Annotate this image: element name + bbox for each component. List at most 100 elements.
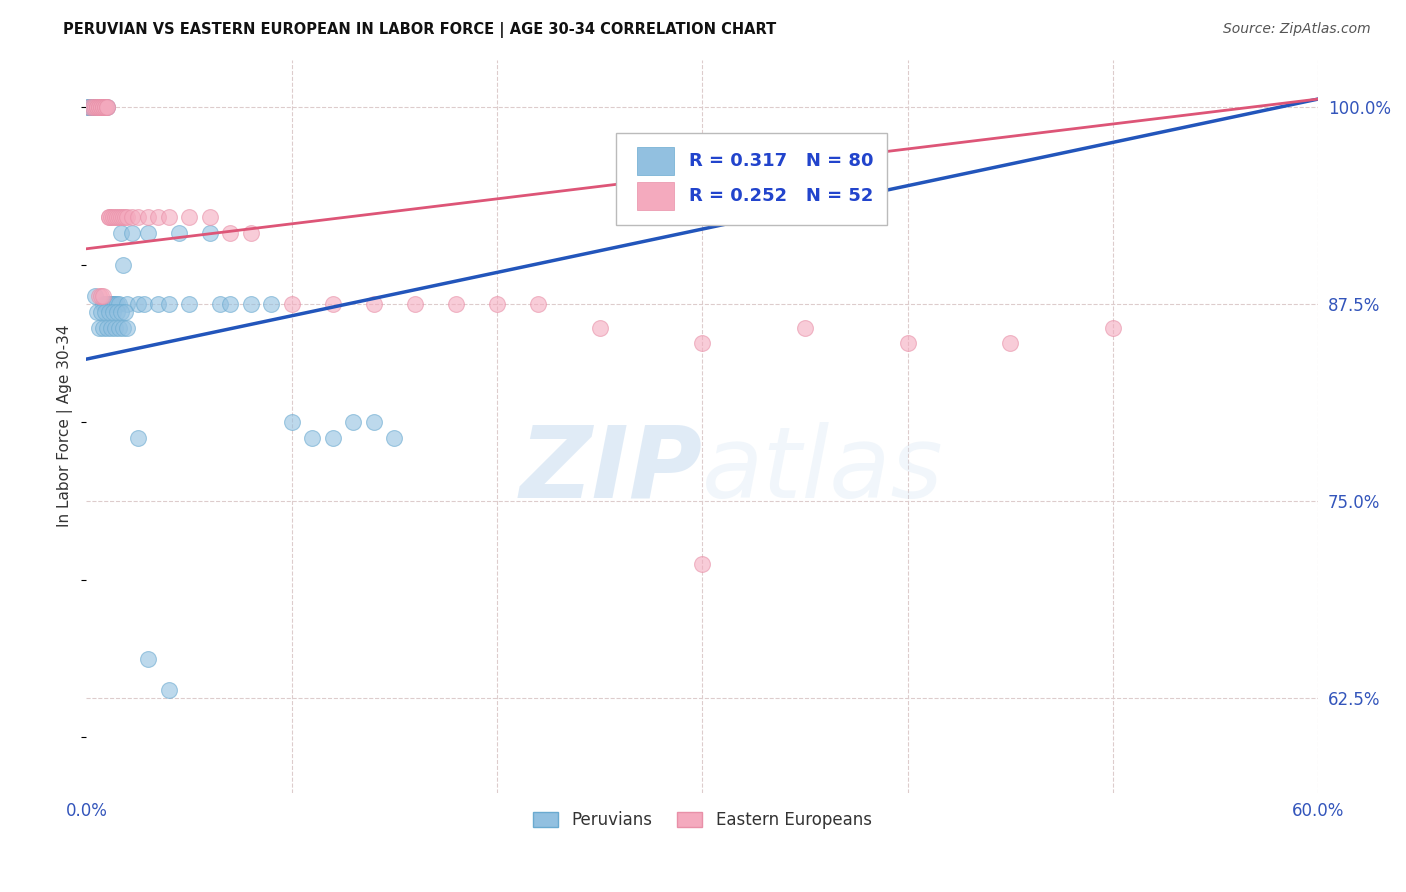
Point	[105, 211, 128, 225]
Point	[280, 297, 302, 311]
Point	[1000, 336, 1022, 351]
Point	[114, 211, 136, 225]
Point	[91, 100, 114, 114]
Point	[79, 100, 101, 114]
Point	[94, 305, 117, 319]
Point	[97, 211, 120, 225]
Point	[90, 100, 112, 114]
Point	[117, 297, 139, 311]
Point	[117, 211, 139, 225]
Point	[363, 415, 385, 429]
Point	[260, 297, 283, 311]
Point	[83, 289, 105, 303]
Point	[96, 100, 118, 114]
Point	[121, 211, 143, 225]
Point	[104, 297, 127, 311]
Point	[101, 211, 124, 225]
Point	[105, 305, 128, 319]
Point	[100, 297, 122, 311]
Point	[97, 211, 120, 225]
Point	[177, 297, 200, 311]
Point	[79, 100, 101, 114]
Point	[82, 100, 104, 114]
Point	[157, 297, 180, 311]
Point	[301, 431, 323, 445]
Point	[110, 226, 132, 240]
Point	[86, 305, 108, 319]
Y-axis label: In Labor Force | Age 30-34: In Labor Force | Age 30-34	[58, 325, 73, 527]
Point	[91, 100, 114, 114]
Point	[157, 211, 180, 225]
Point	[198, 226, 221, 240]
Point	[96, 297, 118, 311]
Point	[101, 297, 124, 311]
Point	[112, 258, 135, 272]
Point	[91, 320, 114, 334]
Point	[90, 305, 112, 319]
Point	[82, 100, 104, 114]
Point	[82, 100, 104, 114]
Point	[96, 320, 118, 334]
Point	[83, 100, 105, 114]
Point	[110, 305, 132, 319]
Point	[82, 100, 104, 114]
Point	[382, 431, 405, 445]
Point	[97, 297, 120, 311]
Point	[96, 297, 118, 311]
Point	[108, 297, 131, 311]
Point	[132, 297, 155, 311]
Point	[322, 297, 344, 311]
Point	[692, 336, 714, 351]
Point	[94, 100, 117, 114]
Point	[148, 297, 170, 311]
Text: ZIP: ZIP	[519, 422, 703, 518]
Point	[110, 211, 132, 225]
Point	[127, 431, 149, 445]
Point	[90, 100, 112, 114]
Point	[86, 100, 108, 114]
Point	[90, 289, 112, 303]
Point	[104, 320, 127, 334]
Point	[94, 297, 117, 311]
Point	[105, 297, 128, 311]
Point	[87, 100, 110, 114]
Text: R = 0.252   N = 52: R = 0.252 N = 52	[689, 187, 873, 205]
Point	[897, 336, 920, 351]
Point	[239, 226, 262, 240]
Point	[280, 415, 302, 429]
Point	[1102, 320, 1125, 334]
Point	[363, 297, 385, 311]
Point	[108, 211, 131, 225]
Point	[91, 100, 114, 114]
Point	[87, 320, 110, 334]
Point	[86, 100, 108, 114]
Point	[94, 100, 117, 114]
Point	[136, 226, 159, 240]
Text: PERUVIAN VS EASTERN EUROPEAN IN LABOR FORCE | AGE 30-34 CORRELATION CHART: PERUVIAN VS EASTERN EUROPEAN IN LABOR FO…	[63, 22, 776, 38]
Point	[90, 100, 112, 114]
Point	[104, 211, 127, 225]
Point	[342, 415, 364, 429]
Point	[100, 297, 122, 311]
Point	[79, 100, 101, 114]
Point	[322, 431, 344, 445]
Point	[87, 100, 110, 114]
Text: atlas: atlas	[703, 422, 943, 518]
Point	[117, 320, 139, 334]
Point	[86, 100, 108, 114]
Point	[86, 100, 108, 114]
Point	[157, 683, 180, 698]
Point	[101, 297, 124, 311]
Point	[100, 320, 122, 334]
Point	[112, 320, 135, 334]
Point	[83, 100, 105, 114]
Point	[112, 211, 135, 225]
Point	[97, 305, 120, 319]
Point	[589, 320, 612, 334]
Point	[148, 211, 170, 225]
Point	[198, 211, 221, 225]
FancyBboxPatch shape	[637, 182, 673, 210]
Point	[86, 100, 108, 114]
Point	[794, 320, 817, 334]
Point	[444, 297, 467, 311]
